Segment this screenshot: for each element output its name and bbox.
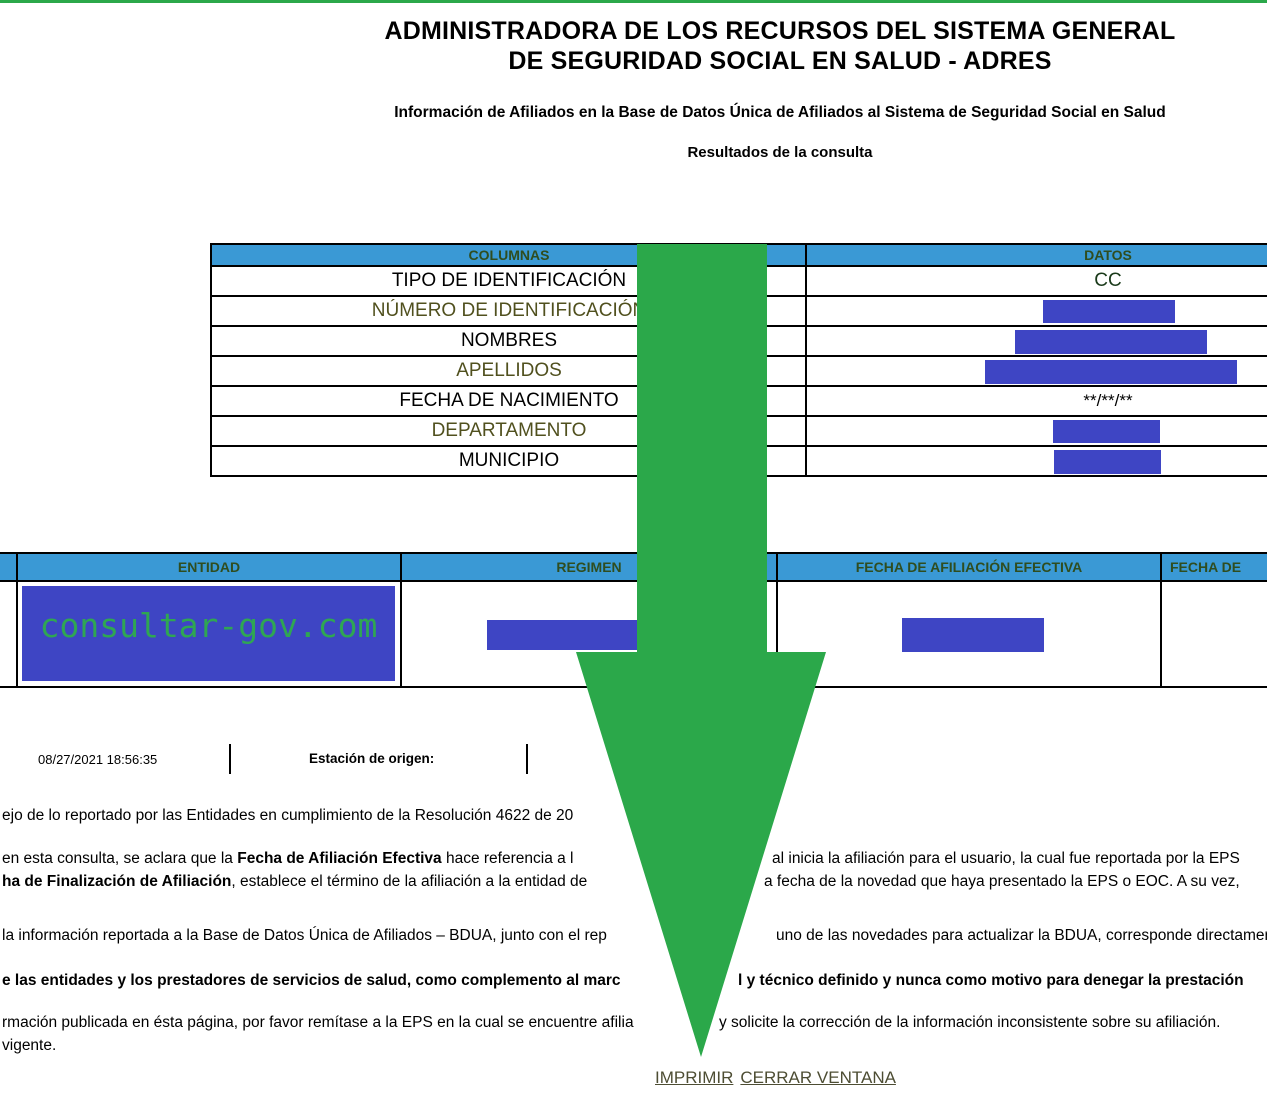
text-segment: , establece el término de la afiliación … — [231, 873, 588, 890]
paragraph-fecha-afiliacion-right: al inicia la afiliación para el usuario,… — [772, 850, 1240, 867]
paragraph-finalizacion-left: ha de Finalización de Afiliación, establ… — [2, 872, 587, 891]
paragraph-entidades-right: l y técnico definido y nunca como motivo… — [738, 972, 1244, 989]
table-border — [400, 552, 402, 688]
table-border — [0, 686, 1267, 688]
column-header-fecha-afiliacion: FECHA DE AFILIACIÓN EFECTIVA — [855, 559, 1083, 575]
redaction-box-nombres — [1015, 330, 1207, 354]
page-title-line1: ADMINISTRADORA DE LOS RECURSOS DEL SISTE… — [384, 17, 1176, 45]
table-border — [1160, 552, 1162, 688]
row-label-tipo-identificacion: TIPO DE IDENTIFICACIÓN — [391, 270, 627, 291]
watermark-text: consultar-gov.com — [39, 606, 378, 645]
row-label-apellidos: APELLIDOS — [456, 360, 562, 381]
paragraph-correccion-left: rmación publicada en ésta página, por fa… — [2, 1014, 634, 1031]
redaction-box-entidad — [22, 586, 395, 681]
query-timestamp: 08/27/2021 18:56:35 — [38, 752, 158, 767]
paragraph-bdua-left: la información reportada a la Base de Da… — [2, 927, 607, 944]
bold-fecha-finalizacion: ha de Finalización de Afiliación — [2, 873, 232, 890]
column-header-regimen: REGIMEN — [556, 559, 622, 575]
redaction-box-apellidos — [985, 360, 1237, 384]
row-value-tipo-identificacion: CC — [1094, 270, 1122, 291]
column-header-datos: DATOS — [806, 245, 1267, 265]
table-border — [0, 580, 1267, 582]
imprimir-link[interactable]: IMPRIMIR — [655, 1068, 734, 1087]
row-label-numero-identificacion: NÚMERO DE IDENTIFICACIÓN — [371, 300, 647, 321]
meta-divider — [526, 744, 528, 774]
redaction-box-departamento — [1053, 420, 1160, 443]
text-segment: en esta consulta, se aclara que la — [2, 850, 238, 867]
table-border — [210, 475, 1267, 477]
row-label-nombres: NOMBRES — [460, 330, 558, 351]
table-border — [210, 243, 1267, 245]
table-border — [210, 243, 212, 477]
row-label-fecha-nacimiento: FECHA DE NACIMIENTO — [399, 390, 619, 411]
redaction-box-fecha-afiliacion — [902, 618, 1044, 652]
column-header-columnas: COLUMNAS — [212, 245, 806, 265]
top-accent-bar — [0, 0, 1267, 3]
bold-fecha-afiliacion-efectiva: Fecha de Afiliación Efectiva — [237, 850, 442, 867]
column-header-fecha-de: FECHA DE — [1170, 559, 1242, 575]
paragraph-vigente: vigente. — [2, 1037, 57, 1054]
footer-links: IMPRIMIR CERRAR VENTANA — [655, 1068, 903, 1088]
table-border — [16, 552, 18, 688]
text-segment: hace referencia a l — [441, 850, 574, 867]
page-subtitle: Información de Afiliados en la Base de D… — [394, 104, 1166, 121]
paragraph-correccion-right: y solicite la corrección de la informaci… — [719, 1014, 1221, 1031]
page-title-line2: DE SEGURIDAD SOCIAL EN SALUD - ADRES — [508, 47, 1052, 75]
station-of-origin-label: Estación de origen: — [309, 751, 435, 766]
redaction-box-municipio — [1054, 450, 1161, 474]
paragraph-entidades-left: e las entidades y los prestadores de ser… — [2, 972, 621, 989]
cerrar-ventana-link[interactable]: CERRAR VENTANA — [740, 1068, 896, 1087]
column-header-entidad: ENTIDAD — [177, 559, 241, 575]
results-heading: Resultados de la consulta — [687, 144, 873, 161]
redaction-box-regimen — [487, 620, 663, 650]
row-label-municipio: MUNICIPIO — [458, 450, 560, 471]
table-border — [776, 552, 778, 688]
paragraph-bdua-right: uno de las novedades para actualizar la … — [776, 927, 1267, 944]
paragraph-finalizacion-right: a fecha de la novedad que haya presentad… — [764, 873, 1240, 890]
meta-divider — [229, 744, 231, 774]
paragraph-resolucion: ejo de lo reportado por las Entidades en… — [2, 807, 574, 824]
redaction-box-numero-identificacion — [1043, 300, 1175, 323]
paragraph-fecha-afiliacion-left: en esta consulta, se aclara que la Fecha… — [2, 849, 574, 868]
row-label-departamento: DEPARTAMENTO — [431, 420, 587, 441]
table-border — [0, 552, 1267, 554]
row-value-fecha-nacimiento: **/**/** — [1083, 391, 1133, 410]
